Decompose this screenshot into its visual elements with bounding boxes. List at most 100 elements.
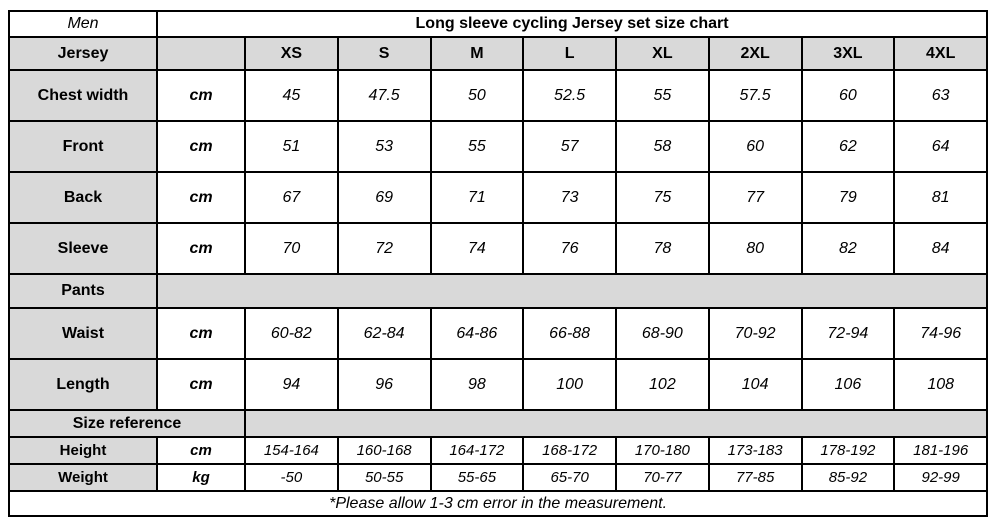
value-cell: 57 [522,120,617,173]
value-cell: 55 [615,69,710,122]
value-cell: 69 [336,171,432,224]
value-cell: 62 [800,120,896,173]
size-header-2xl: 2XL [707,36,803,71]
table-row-jersey-header: Jersey XS S M L XL 2XL 3XL 4XL [8,36,989,71]
table-row-size-reference-header: Size reference [8,409,989,438]
value-cell: 65-70 [522,463,617,492]
value-cell: 66-88 [522,307,617,360]
empty-header-cell [156,36,246,71]
value-cell: 71 [429,171,525,224]
value-cell: 53 [336,120,432,173]
row-label-length: Length [8,358,158,411]
value-cell: 108 [893,358,989,411]
value-cell: 74 [429,222,525,275]
value-cell: 68-90 [615,307,710,360]
table-row-length: Length cm 94 96 98 100 102 104 106 108 [8,358,989,411]
value-cell: 60-82 [244,307,339,360]
value-cell: 74-96 [893,307,989,360]
value-cell: 178-192 [800,436,896,465]
row-label-front: Front [8,120,158,173]
row-label-chest-width: Chest width [8,69,158,122]
value-cell: 98 [429,358,525,411]
value-cell: 57.5 [707,69,803,122]
value-cell: 51 [244,120,339,173]
value-cell: 76 [522,222,617,275]
row-label-sleeve: Sleeve [8,222,158,275]
value-cell: 84 [893,222,989,275]
value-cell: 102 [615,358,710,411]
size-header-3xl: 3XL [800,36,896,71]
value-cell: 79 [800,171,896,224]
row-label-height: Height [8,436,158,465]
unit-cell: cm [156,69,246,122]
value-cell: 60 [800,69,896,122]
size-header-s: S [336,36,432,71]
size-reference-spacer [243,409,989,438]
unit-cell: cm [156,171,246,224]
size-header-xs: XS [244,36,339,71]
value-cell: 72 [336,222,432,275]
value-cell: 106 [800,358,896,411]
value-cell: 77 [707,171,803,224]
table-row-height: Height cm 154-164 160-168 164-172 168-17… [8,436,989,465]
chart-title: Long sleeve cycling Jersey set size char… [155,10,989,38]
row-label-back: Back [8,171,158,224]
value-cell: 50-55 [336,463,432,492]
value-cell: 82 [800,222,896,275]
value-cell: 55-65 [429,463,525,492]
value-cell: 63 [893,69,989,122]
value-cell: 64 [893,120,989,173]
value-cell: 67 [244,171,339,224]
unit-cell: cm [156,358,246,411]
value-cell: 73 [522,171,617,224]
value-cell: 80 [707,222,803,275]
row-label-weight: Weight [8,463,158,492]
value-cell: 50 [429,69,525,122]
value-cell: 94 [244,358,339,411]
value-cell: 58 [615,120,710,173]
table-row-chest-width: Chest width cm 45 47.5 50 52.5 55 57.5 6… [8,69,989,122]
value-cell: 164-172 [429,436,525,465]
value-cell: 70-77 [615,463,710,492]
row-label-waist: Waist [8,307,158,360]
value-cell: 85-92 [800,463,896,492]
unit-cell: cm [156,222,246,275]
size-chart: Men Long sleeve cycling Jersey set size … [7,10,989,517]
value-cell: 45 [244,69,339,122]
size-chart-table: Men Long sleeve cycling Jersey set size … [7,10,989,517]
value-cell: 104 [707,358,803,411]
footnote: *Please allow 1-3 cm error in the measur… [7,490,989,517]
section-header-jersey: Jersey [8,36,158,71]
pants-header-spacer [155,273,989,309]
unit-cell: cm [156,120,246,173]
value-cell: 181-196 [893,436,989,465]
value-cell: 52.5 [522,69,617,122]
value-cell: 92-99 [893,463,989,492]
size-header-4xl: 4XL [893,36,989,71]
table-row-footnote: *Please allow 1-3 cm error in the measur… [7,490,989,517]
value-cell: 100 [522,358,617,411]
table-row-front: Front cm 51 53 55 57 58 60 62 64 [8,120,989,173]
value-cell: 78 [615,222,710,275]
value-cell: 75 [615,171,710,224]
value-cell: 72-94 [800,307,896,360]
value-cell: 160-168 [336,436,432,465]
section-header-size-reference: Size reference [8,409,246,438]
value-cell: 170-180 [615,436,710,465]
value-cell: 154-164 [244,436,339,465]
value-cell: 64-86 [429,307,525,360]
unit-cell: cm [156,436,246,465]
value-cell: 70-92 [707,307,803,360]
table-row-pants-header: Pants [8,273,989,309]
value-cell: 62-84 [336,307,432,360]
value-cell: 173-183 [707,436,803,465]
table-row-waist: Waist cm 60-82 62-84 64-86 66-88 68-90 7… [8,307,989,360]
value-cell: -50 [244,463,339,492]
table-row-back: Back cm 67 69 71 73 75 77 79 81 [8,171,989,224]
gender-label: Men [8,10,158,38]
value-cell: 96 [336,358,432,411]
size-header-m: M [429,36,525,71]
value-cell: 60 [707,120,803,173]
unit-cell: cm [156,307,246,360]
value-cell: 81 [893,171,989,224]
